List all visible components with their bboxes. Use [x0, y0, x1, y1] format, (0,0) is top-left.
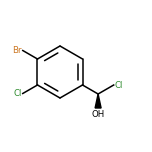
Text: Br: Br — [12, 46, 22, 55]
Text: Cl: Cl — [13, 89, 22, 98]
Polygon shape — [95, 94, 101, 108]
Text: Cl: Cl — [115, 81, 123, 90]
Text: OH: OH — [92, 110, 105, 119]
